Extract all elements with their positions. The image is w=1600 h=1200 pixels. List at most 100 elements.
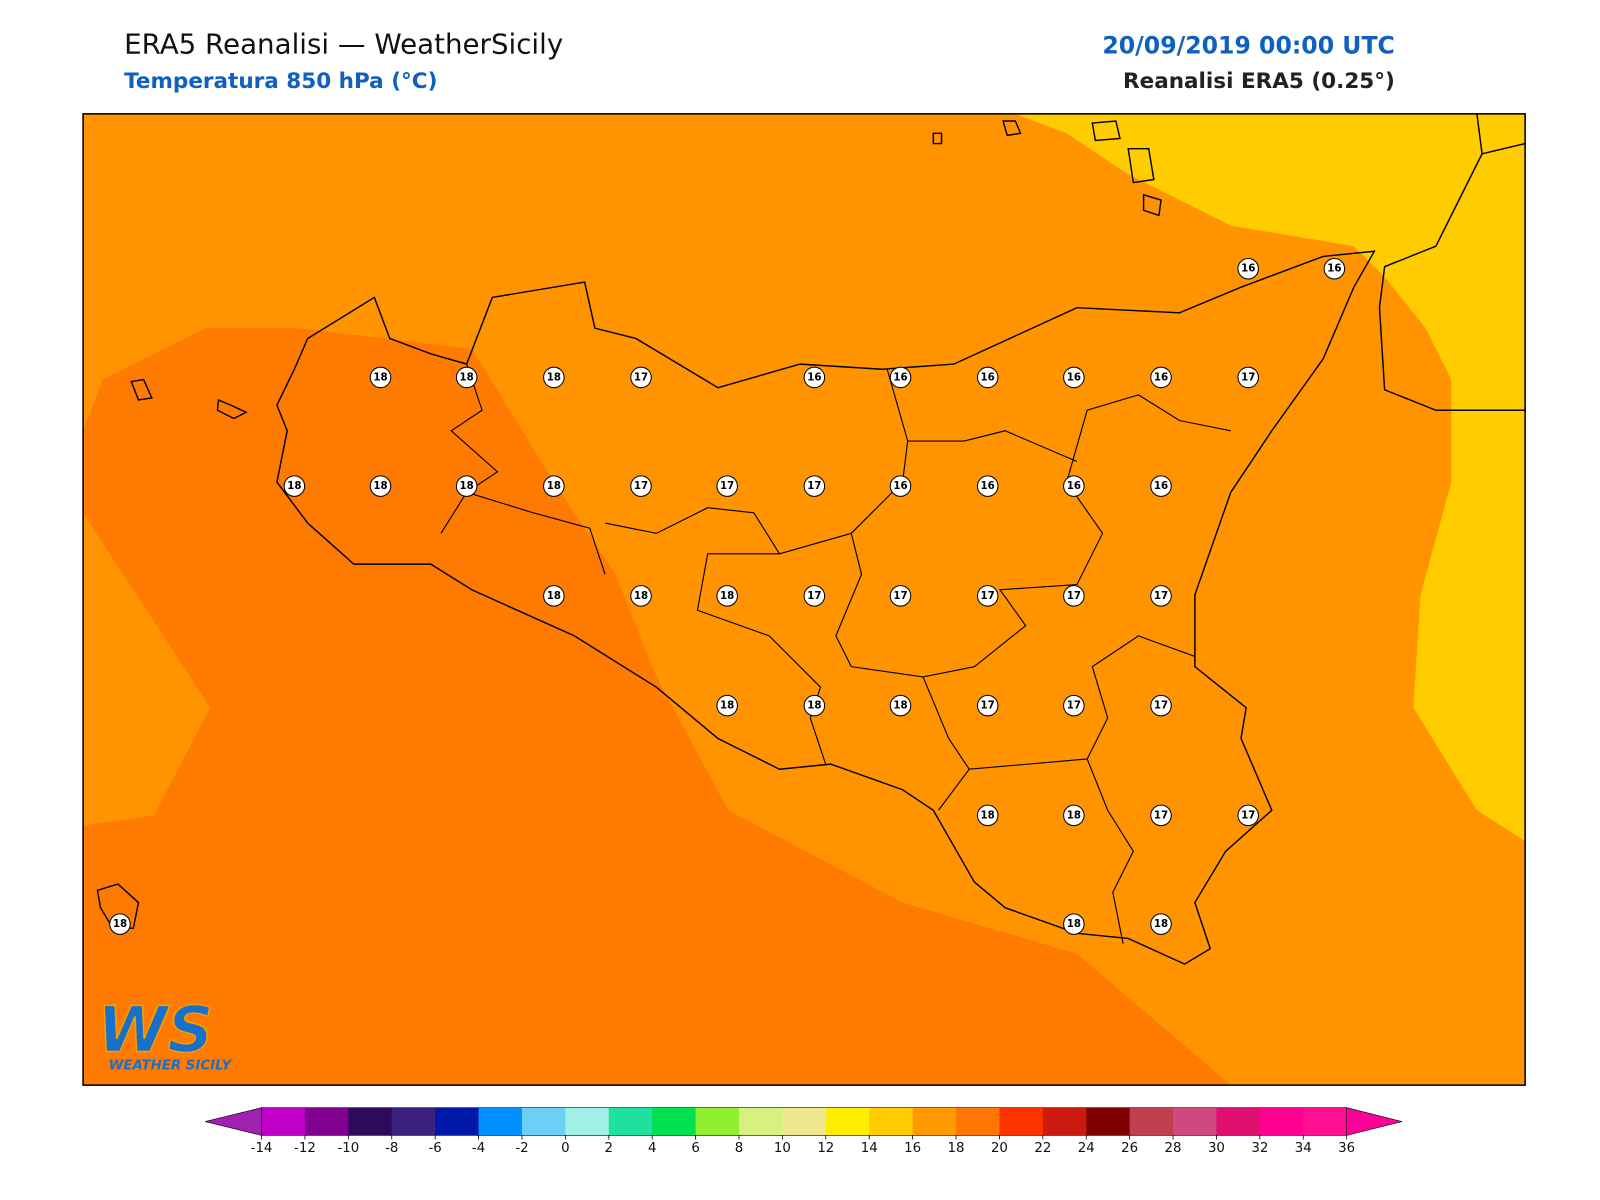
station-value: 17 (720, 480, 734, 492)
station-marker (803, 694, 826, 717)
colorbar-tick-label: 10 (774, 1141, 791, 1156)
station-value: 17 (1154, 700, 1168, 712)
colorbar-bin (1086, 1107, 1131, 1136)
station-marker (455, 475, 478, 497)
station-marker (455, 366, 478, 389)
colorbar-bin (695, 1107, 740, 1136)
islands (96, 120, 1162, 929)
colorbar-tick-label: -14 (251, 1141, 273, 1156)
map: 16 16 18 18 18 17 16 16 16 16 16 17 18 18 18 18 17 17 17 16… (82, 113, 1526, 1086)
colorbar-tick-label: 36 (1338, 1141, 1355, 1156)
province-borders (440, 363, 1231, 944)
colorbar-bin (391, 1107, 436, 1136)
station-marker (1150, 366, 1172, 389)
station-value: 18 (460, 371, 474, 383)
station-value: 16 (1067, 480, 1081, 492)
colorbar-tick-label: 8 (735, 1141, 743, 1156)
colorbar-tick-label: 30 (1208, 1141, 1225, 1156)
colorbar-bin (478, 1107, 523, 1136)
station-value: 16 (1327, 263, 1341, 275)
source: Reanalisi ERA5 (0.25°) (1123, 69, 1395, 94)
station-marker (283, 475, 306, 497)
logo-text: WEATHER SICILY (109, 1059, 233, 1074)
station-value: 18 (460, 480, 474, 492)
station-marker (109, 913, 131, 935)
colorbar-tick-label: 34 (1295, 1141, 1312, 1156)
title: ERA5 Reanalisi — WeatherSicily (124, 27, 563, 60)
station-value: 18 (287, 480, 301, 492)
colorbar-tick-label: 2 (605, 1141, 613, 1156)
station-marker (716, 475, 738, 497)
station-marker (716, 694, 738, 717)
colorbar-tick-label: -10 (337, 1141, 359, 1156)
station-value: 17 (634, 480, 648, 492)
colorbar-bin (652, 1107, 697, 1136)
station-value: 17 (893, 590, 907, 602)
calabria-coast (1378, 113, 1526, 411)
colorbar-bin (608, 1107, 653, 1136)
colorbar-bin (261, 1107, 306, 1136)
field-14-16 (1015, 113, 1526, 842)
sicily-coast (276, 250, 1376, 965)
station-marker (976, 694, 999, 717)
station-value: 18 (720, 590, 734, 602)
colorbar-tick-label: 16 (904, 1141, 921, 1156)
colorbar-tick-label: -12 (294, 1141, 316, 1156)
colorbar: -14 -12 -10 -8 -6 -4 -2 0 2 4 6 8 10 12 14 16 18 20 22 24 26… (205, 1107, 1403, 1156)
colorbar-tick-label: -2 (515, 1141, 528, 1156)
station-value: 18 (893, 700, 907, 712)
station-marker (889, 694, 912, 717)
station-value: 16 (893, 371, 907, 383)
station-marker (1150, 913, 1172, 935)
station-value: 18 (547, 480, 561, 492)
station-value: 18 (1067, 809, 1081, 821)
colorbar-tick-label: 22 (1034, 1141, 1051, 1156)
colorbar-bin (521, 1107, 566, 1136)
station-marker (1063, 913, 1085, 935)
station-value: 16 (893, 480, 907, 492)
date: 20/09/2019 00:00 UTC (1102, 31, 1394, 59)
field-18-20 (83, 328, 1231, 1086)
colorbar-bin (782, 1107, 827, 1136)
station-value: 18 (113, 918, 127, 930)
station-value: 16 (1154, 371, 1168, 383)
station-marker (630, 475, 652, 497)
station-value: 18 (720, 700, 734, 712)
colorbar-bin (304, 1107, 349, 1136)
station-value: 17 (807, 480, 821, 492)
station-marker (1323, 257, 1346, 280)
colorbar-bin (825, 1107, 870, 1136)
logo-mark: WS (97, 992, 213, 1066)
station-value: 17 (981, 700, 995, 712)
station-value: 16 (981, 480, 995, 492)
colorbar-frame (261, 1107, 1347, 1136)
station-marker (803, 366, 826, 389)
colorbar-bin (435, 1107, 480, 1136)
station-marker (630, 366, 652, 389)
station-value: 18 (807, 700, 821, 712)
station-value: 16 (1067, 371, 1081, 383)
station-marker (543, 475, 565, 497)
subtitle: Temperatura 850 hPa (°C) (124, 69, 437, 94)
station-marker (1237, 257, 1259, 280)
station-marker (1063, 694, 1085, 717)
station-value: 16 (981, 371, 995, 383)
station-marker (976, 475, 999, 497)
colorbar-tick-label: 24 (1078, 1141, 1095, 1156)
colorbar-under (205, 1107, 262, 1136)
colorbar-bin (565, 1107, 610, 1136)
colorbar-tick-label: 14 (861, 1141, 878, 1156)
station-value: 18 (547, 371, 561, 383)
colorbar-bin (956, 1107, 1000, 1136)
station-marker (1150, 694, 1172, 717)
colorbar-tick-label: 12 (817, 1141, 834, 1156)
station-value: 18 (373, 371, 387, 383)
colorbar-tick-label: 0 (561, 1141, 569, 1156)
station-marker (1150, 585, 1172, 607)
station-marker (716, 585, 738, 607)
station-marker (1063, 366, 1085, 389)
station-marker (803, 475, 826, 497)
colorbar-bin (348, 1107, 393, 1136)
station-marker (889, 585, 912, 607)
